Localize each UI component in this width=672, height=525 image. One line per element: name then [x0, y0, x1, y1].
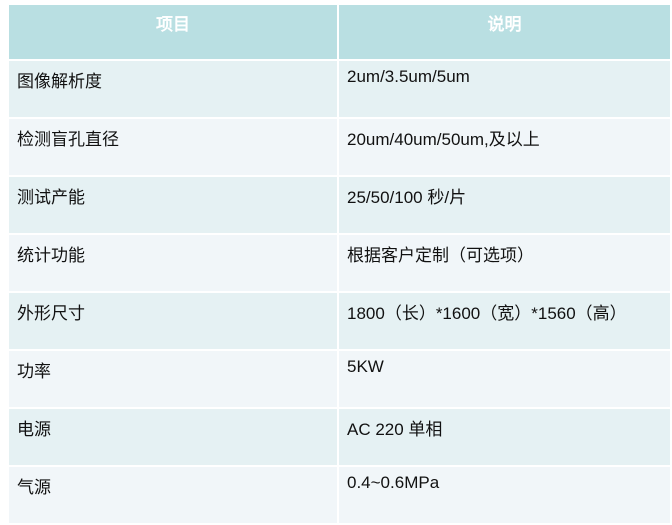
header-item: 项目 [7, 3, 339, 61]
table-row: 检测盲孔直径 20um/40um/50um,及以上 [7, 117, 672, 177]
table-row: 气源 0.4~0.6MPa [7, 465, 672, 525]
table-row: 统计功能 根据客户定制（可选项） [7, 233, 672, 293]
description-cell: 1800（长）*1600（宽）*1560（高） [337, 291, 672, 351]
table-row: 功率 5KW [7, 349, 672, 409]
description-cell: 根据客户定制（可选项） [337, 233, 672, 293]
table-row: 电源 AC 220 单相 [7, 407, 672, 467]
header-row: 项目 说明 [7, 3, 672, 61]
item-cell: 外形尺寸 [7, 291, 339, 351]
header-description: 说明 [337, 3, 672, 61]
item-cell: 气源 [7, 465, 339, 525]
spec-table: 项目 说明 图像解析度 2um/3.5um/5um 检测盲孔直径 20um/40um/… [7, 3, 672, 525]
description-cell: 20um/40um/50um,及以上 [337, 117, 672, 177]
item-cell: 检测盲孔直径 [7, 117, 339, 177]
table-row: 图像解析度 2um/3.5um/5um [7, 59, 672, 119]
table-row: 测试产能 25/50/100 秒/片 [7, 175, 672, 235]
item-cell: 图像解析度 [7, 59, 339, 119]
description-cell: 25/50/100 秒/片 [337, 175, 672, 235]
item-cell: 电源 [7, 407, 339, 467]
table-row: 外形尺寸 1800（长）*1600（宽）*1560（高） [7, 291, 672, 351]
description-cell: 5KW [337, 349, 672, 409]
item-cell: 统计功能 [7, 233, 339, 293]
item-cell: 功率 [7, 349, 339, 409]
description-cell: 0.4~0.6MPa [337, 465, 672, 525]
description-cell: AC 220 单相 [337, 407, 672, 467]
description-cell: 2um/3.5um/5um [337, 59, 672, 119]
item-cell: 测试产能 [7, 175, 339, 235]
